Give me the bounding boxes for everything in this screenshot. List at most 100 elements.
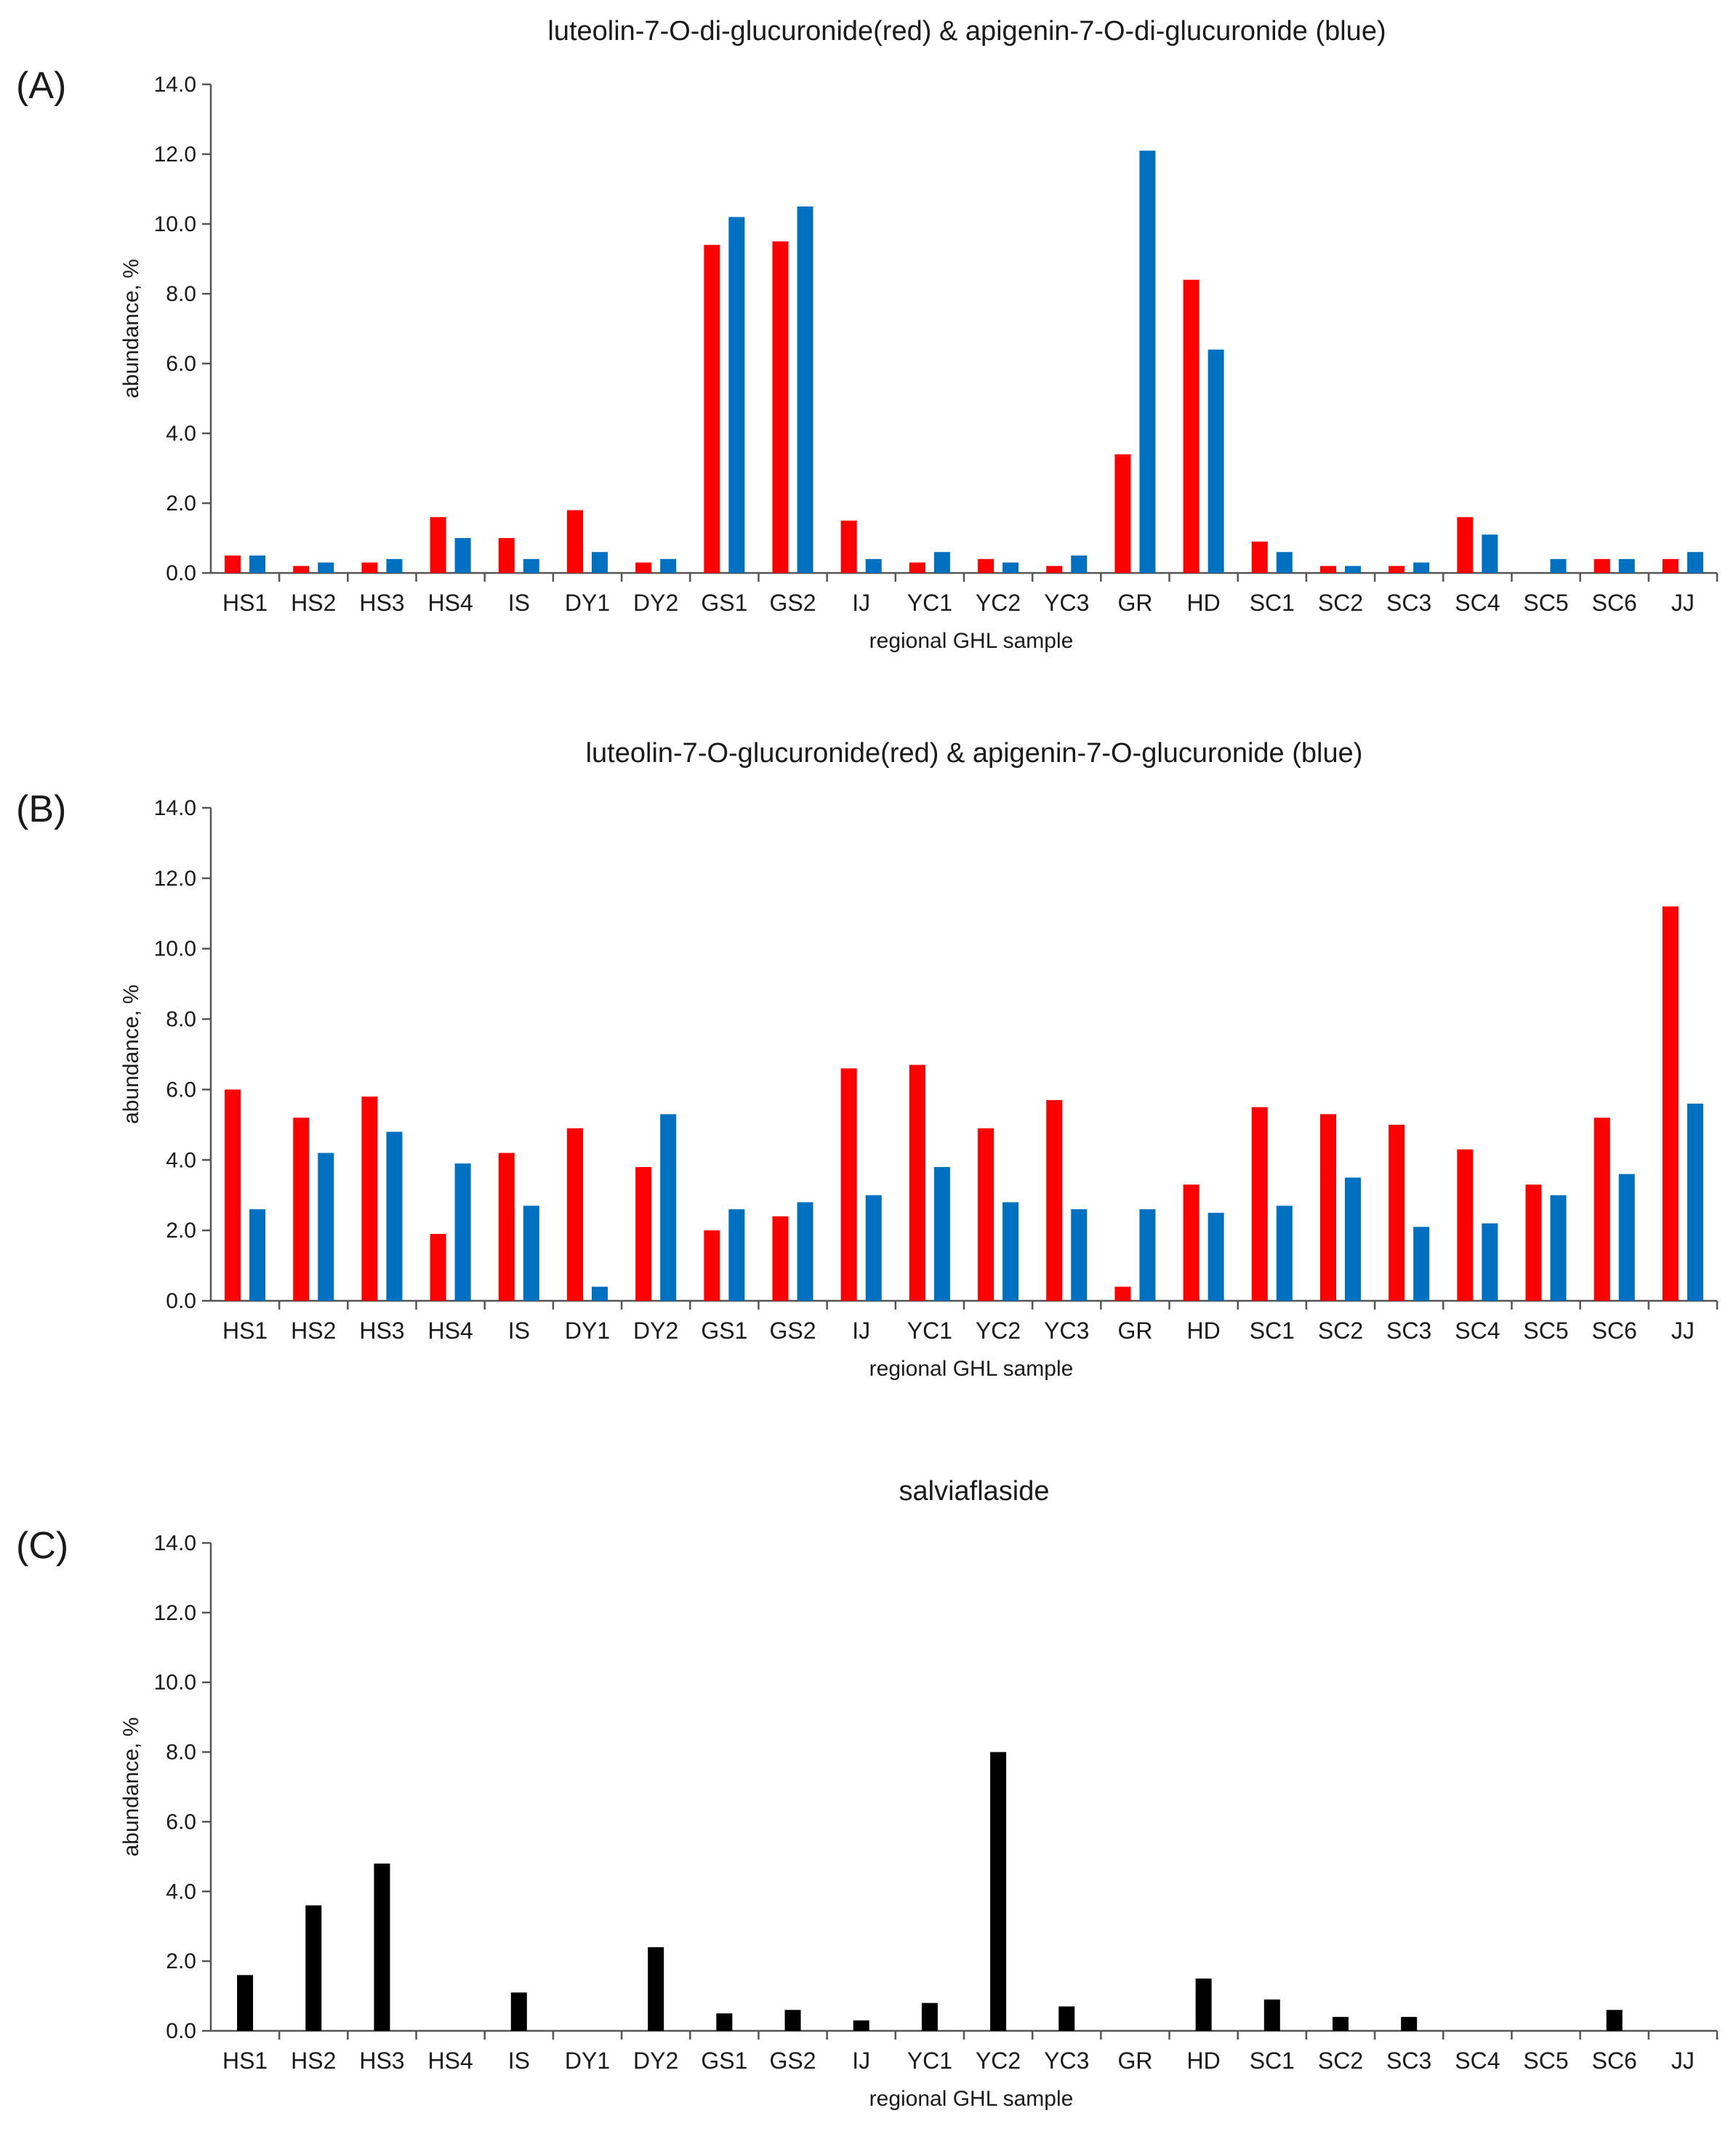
x-tick-label: HS4 bbox=[428, 2048, 473, 2074]
x-tick-label: HS2 bbox=[291, 590, 336, 616]
x-tick-label: JJ bbox=[1671, 590, 1695, 616]
bar-hs3-series-1 bbox=[374, 1863, 390, 2031]
y-tick-label: 10.0 bbox=[154, 937, 196, 961]
x-tick-label: GR bbox=[1117, 590, 1152, 616]
y-tick-label: 6.0 bbox=[166, 1078, 196, 1102]
x-tick-label: HS3 bbox=[359, 1318, 404, 1344]
x-tick-label: SC5 bbox=[1523, 2048, 1568, 2074]
bar-dy2-series-1 bbox=[648, 1946, 664, 2031]
x-tick-label: DY2 bbox=[633, 590, 678, 616]
bar-hs2-series-2 bbox=[318, 562, 334, 573]
x-tick-label: HS4 bbox=[428, 1318, 473, 1344]
bar-yc3-series-2 bbox=[1071, 556, 1088, 573]
y-tick-label: 8.0 bbox=[166, 1741, 196, 1765]
x-tick-label: YC1 bbox=[907, 590, 952, 616]
bar-gr-series-2 bbox=[1139, 1209, 1156, 1301]
panel-label: (A) bbox=[16, 65, 66, 107]
panel-label: (B) bbox=[16, 788, 66, 830]
x-tick-label: GS2 bbox=[770, 2048, 816, 2074]
x-tick-label: IS bbox=[508, 590, 530, 616]
bar-gs2-series-2 bbox=[797, 1202, 813, 1301]
bar-hs3-series-2 bbox=[386, 558, 403, 573]
chart-title: luteolin-7-O-di-glucuronide(red) & apige… bbox=[547, 16, 1386, 47]
bar-sc6-series-1 bbox=[1594, 1118, 1610, 1301]
bar-dy2-series-1 bbox=[635, 562, 652, 573]
x-tick-label: HD bbox=[1187, 1318, 1221, 1344]
bar-sc1-series-1 bbox=[1251, 541, 1268, 573]
x-tick-label: SC1 bbox=[1250, 590, 1295, 616]
bar-sc1-series-1 bbox=[1251, 1107, 1268, 1301]
x-tick-label: HS4 bbox=[428, 590, 473, 616]
bar-sc1-series-1 bbox=[1263, 1999, 1280, 2031]
x-tick-label: IS bbox=[508, 1318, 530, 1344]
y-tick-label: 0.0 bbox=[166, 2019, 196, 2043]
y-tick-label: 2.0 bbox=[166, 1949, 196, 1973]
bar-yc3-series-1 bbox=[1046, 1099, 1063, 1301]
x-tick-label: IJ bbox=[852, 1318, 870, 1344]
bar-sc2-series-1 bbox=[1320, 566, 1336, 573]
bar-dy1-series-1 bbox=[567, 1128, 583, 1301]
x-tick-label: YC2 bbox=[976, 2048, 1021, 2074]
chart-panel-1: luteolin-7-O-di-glucuronide(red) & apige… bbox=[16, 16, 1719, 653]
x-tick-label: YC3 bbox=[1044, 590, 1089, 616]
x-tick-label: SC6 bbox=[1592, 1318, 1637, 1344]
bar-sc4-series-1 bbox=[1457, 517, 1474, 573]
bar-sc4-series-2 bbox=[1482, 1223, 1498, 1301]
chart-panel-2: luteolin-7-O-glucuronide(red) & apigenin… bbox=[16, 738, 1719, 1381]
x-tick-label: GS1 bbox=[701, 1318, 747, 1344]
bar-sc3-series-1 bbox=[1389, 566, 1405, 573]
bar-dy1-series-1 bbox=[567, 510, 583, 573]
bar-hs2-series-1 bbox=[293, 1118, 310, 1301]
y-tick-label: 10.0 bbox=[154, 1671, 196, 1695]
bar-ij-series-1 bbox=[840, 521, 857, 573]
x-tick-label: IJ bbox=[852, 590, 870, 616]
bar-dy1-series-2 bbox=[592, 552, 608, 573]
x-tick-label: HS1 bbox=[222, 2048, 268, 2074]
y-axis-title: abundance, % bbox=[119, 985, 143, 1124]
x-tick-label: YC3 bbox=[1044, 1318, 1089, 1344]
bar-gr-series-1 bbox=[1114, 454, 1131, 573]
bar-ij-series-2 bbox=[865, 558, 882, 573]
bar-hs3-series-2 bbox=[386, 1131, 403, 1301]
y-tick-label: 8.0 bbox=[166, 1008, 196, 1032]
y-tick-label: 0.0 bbox=[166, 561, 196, 585]
x-tick-label: IJ bbox=[852, 2048, 870, 2074]
x-tick-label: SC6 bbox=[1592, 2048, 1637, 2074]
bar-gr-series-2 bbox=[1139, 151, 1156, 573]
bar-hs4-series-1 bbox=[430, 1233, 446, 1301]
chart-title: luteolin-7-O-glucuronide(red) & apigenin… bbox=[586, 738, 1363, 769]
bar-yc1-series-1 bbox=[909, 562, 925, 573]
bar-sc6-series-1 bbox=[1594, 558, 1610, 573]
bar-yc1-series-1 bbox=[921, 2002, 938, 2031]
bar-is-series-2 bbox=[523, 558, 539, 573]
bar-sc5-series-2 bbox=[1550, 558, 1567, 573]
x-tick-label: JJ bbox=[1671, 1318, 1695, 1344]
bar-hs2-series-2 bbox=[318, 1152, 334, 1301]
y-tick-label: 14.0 bbox=[154, 796, 196, 820]
bar-gs2-series-1 bbox=[772, 1216, 789, 1301]
bar-ij-series-2 bbox=[865, 1195, 882, 1301]
x-tick-label: GS1 bbox=[701, 590, 747, 616]
bar-sc6-series-1 bbox=[1606, 2010, 1623, 2031]
y-tick-label: 8.0 bbox=[166, 282, 196, 306]
x-axis-title: regional GHL sample bbox=[869, 629, 1074, 653]
x-tick-label: DY1 bbox=[565, 590, 610, 616]
bar-yc1-series-2 bbox=[933, 1166, 950, 1301]
x-tick-label: DY1 bbox=[565, 1318, 610, 1344]
y-tick-label: 2.0 bbox=[166, 492, 196, 516]
x-tick-label: HS1 bbox=[222, 1318, 268, 1344]
x-axis-title: regional GHL sample bbox=[869, 1357, 1074, 1381]
x-tick-label: SC2 bbox=[1318, 1318, 1363, 1344]
bar-hs2-series-1 bbox=[305, 1905, 322, 2031]
x-tick-label: YC2 bbox=[976, 590, 1021, 616]
bar-jj-series-2 bbox=[1687, 552, 1703, 573]
bar-hs1-series-1 bbox=[225, 1089, 241, 1301]
bar-hs4-series-2 bbox=[454, 1163, 471, 1301]
bar-jj-series-1 bbox=[1662, 906, 1679, 1301]
x-tick-label: SC5 bbox=[1523, 590, 1568, 616]
bar-hs1-series-2 bbox=[249, 556, 266, 573]
x-tick-label: GR bbox=[1117, 1318, 1152, 1344]
x-tick-label: SC2 bbox=[1318, 2048, 1363, 2074]
x-tick-label: SC4 bbox=[1455, 2048, 1500, 2074]
bar-sc6-series-2 bbox=[1618, 1174, 1635, 1301]
